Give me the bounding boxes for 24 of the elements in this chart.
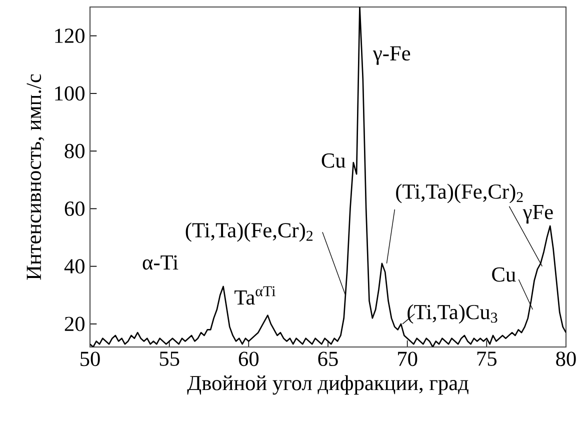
y-tick-label: 120 xyxy=(55,28,84,44)
x-tick-label: 75 xyxy=(477,352,496,366)
annotation: Cu xyxy=(492,267,516,282)
annotation: (Ti,Ta)(Fe,Cr)$_{2}$ xyxy=(186,222,313,242)
annotation: (Ti,Ta)(Fe,Cr)$_{2}$ xyxy=(396,184,523,204)
x-tick-label: 65 xyxy=(318,352,338,366)
y-axis-title: Интенсивность, имп./с xyxy=(26,74,44,280)
annotation: (Ti,Ta)Cu$_{3}$ xyxy=(408,304,498,324)
x-tick-label: 80 xyxy=(556,352,576,366)
y-tick-label: 80 xyxy=(64,144,84,158)
x-tick-label: 60 xyxy=(238,352,259,366)
annotation: Ta$^{αTi}$ xyxy=(234,286,276,305)
x-tick-label: 55 xyxy=(160,352,180,366)
annotation: γFe xyxy=(522,205,553,224)
annotation: Cu xyxy=(322,153,346,168)
y-tick-label: 60 xyxy=(64,202,84,216)
annotation: α-Ti xyxy=(142,255,178,270)
y-tick-label: 40 xyxy=(64,259,84,274)
annotation: γ-Fe xyxy=(372,46,410,65)
y-tick-label: 100 xyxy=(55,86,84,101)
y-tick-label: 20 xyxy=(64,316,84,332)
x-axis-title: Двойной угол дифракции, град xyxy=(187,375,468,395)
x-tick-label: 50 xyxy=(80,352,100,366)
x-tick-label: 70 xyxy=(398,352,418,366)
